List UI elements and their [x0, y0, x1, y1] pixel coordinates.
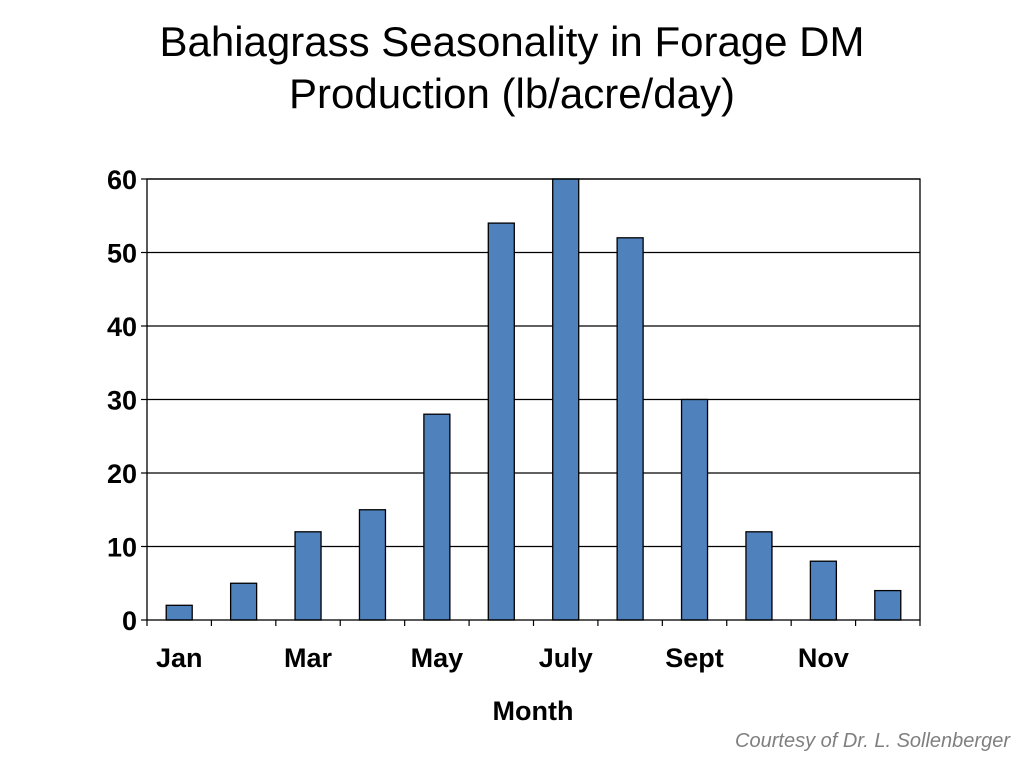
tick-labels: 0 10 20 30 40 50 60 Jan Mar May July Sept Nov — [107, 165, 849, 673]
bar-apr — [358, 509, 387, 621]
bar-aug — [616, 237, 644, 621]
bar-may — [423, 413, 451, 621]
y-tick-label: 0 — [122, 606, 137, 636]
y-tick-label: 40 — [107, 312, 137, 342]
bar-jan — [165, 604, 193, 621]
x-axis-label: Month — [493, 696, 574, 726]
y-tick-label: 20 — [107, 459, 137, 489]
x-tick-label: May — [411, 643, 464, 673]
bar-mar — [294, 531, 322, 621]
bar-june — [487, 222, 515, 621]
axes — [141, 178, 921, 626]
bar-oct — [745, 531, 773, 621]
bar-sept — [680, 398, 709, 621]
bars — [165, 178, 902, 621]
x-tick-label: Jan — [156, 643, 203, 673]
slide-title-line-2: Production (lb/acre/day) — [289, 70, 735, 117]
bar-dec — [874, 589, 902, 621]
bar-nov — [809, 560, 838, 621]
credit-text: Courtesy of Dr. L. Sollenberger — [735, 730, 1010, 752]
slide-title: Bahiagrass Seasonality in Forage DM Prod… — [0, 16, 1024, 120]
x-tick-label: Sept — [665, 643, 724, 673]
y-tick-label: 60 — [107, 165, 137, 195]
y-tick-label: 50 — [107, 239, 137, 269]
x-tick-label: July — [539, 643, 593, 673]
bar-feb — [229, 582, 258, 621]
bar-july — [552, 178, 580, 621]
x-tick-label: Nov — [798, 643, 849, 673]
slide-title-line-1: Bahiagrass Seasonality in Forage DM — [159, 18, 865, 65]
y-tick-label: 30 — [107, 386, 137, 416]
x-tick-label: Mar — [284, 643, 333, 673]
y-tick-label: 10 — [107, 533, 137, 563]
gridlines — [147, 178, 920, 548]
